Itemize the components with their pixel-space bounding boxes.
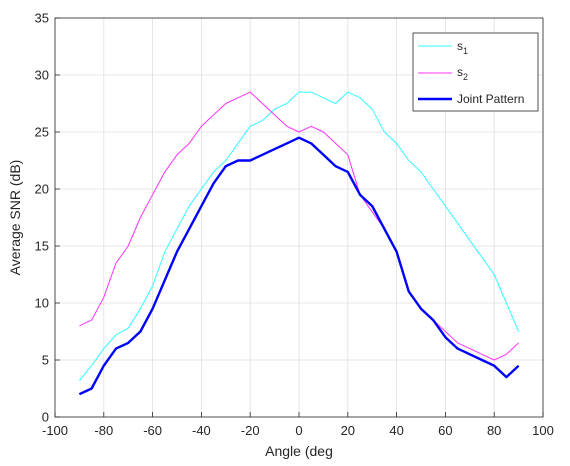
legend-label-s1-sub: 1 <box>463 46 468 56</box>
y-tick-label: 25 <box>35 125 49 140</box>
tick-labels: -100 -80 -60 -40 -20 0 20 40 60 80 100 0 5 10 15 20 25 30… <box>35 11 554 439</box>
y-axis-label: Average SNR (dB) <box>7 160 23 276</box>
tick-marks <box>54 17 544 418</box>
y-tick-label: 15 <box>35 239 49 254</box>
y-tick-label: 30 <box>35 68 49 83</box>
x-tick-label: 80 <box>487 423 501 438</box>
x-axis-label: Angle (deg <box>265 443 333 459</box>
x-tick-label: 100 <box>532 423 554 438</box>
x-tick-label: -60 <box>143 423 162 438</box>
x-tick-label: -20 <box>241 423 260 438</box>
x-tick-label: 60 <box>438 423 452 438</box>
x-tick-label: -80 <box>94 423 113 438</box>
x-tick-label: -40 <box>192 423 211 438</box>
legend-label-s1-base: s <box>457 39 463 53</box>
y-tick-label: 10 <box>35 296 49 311</box>
y-tick-label: 20 <box>35 182 49 197</box>
x-tick-label: 40 <box>389 423 403 438</box>
series-line-s2 <box>79 91 519 361</box>
y-tick-label: 35 <box>35 11 49 26</box>
legend: s1 s2 Joint Pattern <box>412 32 539 112</box>
x-tick-label: -100 <box>42 423 68 438</box>
legend-label-s2: s2 <box>457 65 468 82</box>
y-tick-label: 5 <box>42 353 49 368</box>
x-tick-label: 20 <box>341 423 355 438</box>
legend-label-s1: s1 <box>457 39 468 56</box>
y-tick-label: 0 <box>42 410 49 425</box>
series-line-joint-pattern <box>78 136 520 396</box>
legend-label-s2-sub: 2 <box>463 72 468 82</box>
series-layer <box>78 91 520 396</box>
series-line-s1 <box>79 91 520 381</box>
x-tick-label: 0 <box>295 423 302 438</box>
legend-label-s2-base: s <box>457 65 463 79</box>
legend-label-joint-pattern: Joint Pattern <box>457 92 524 106</box>
